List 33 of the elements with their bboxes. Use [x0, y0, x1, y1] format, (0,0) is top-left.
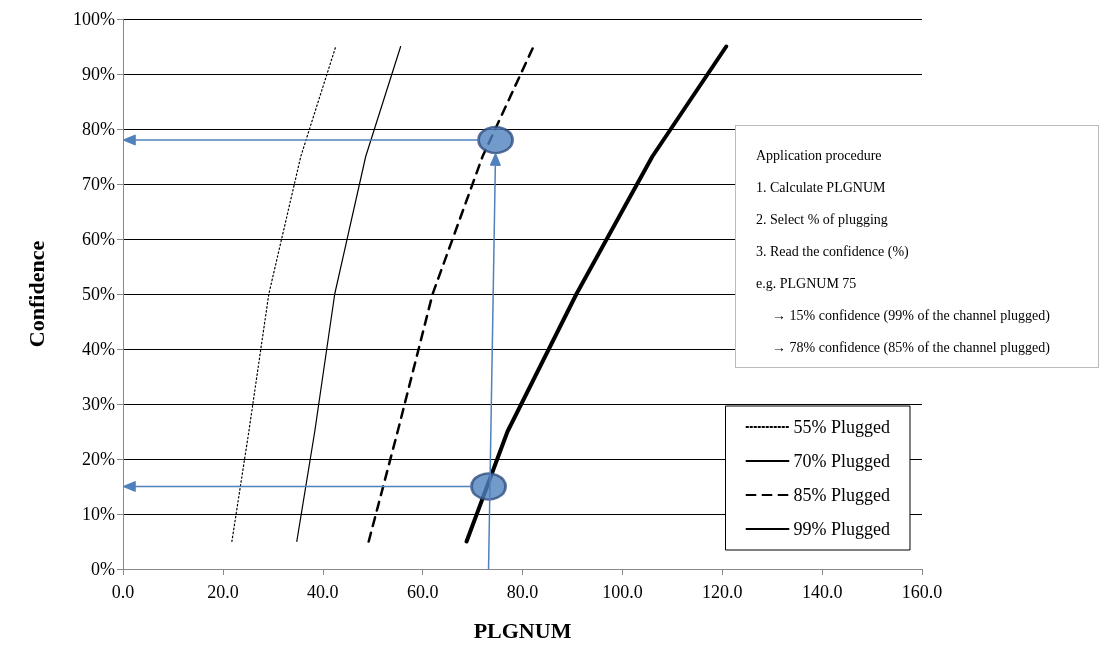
y-axis-title: Confidence: [23, 240, 49, 348]
legend-label: 99% Plugged: [793, 519, 890, 539]
annotation: 3. Read the confidence (%): [756, 243, 910, 261]
x-tick-label: 80.0: [506, 582, 539, 602]
legend-label: 70% Plugged: [793, 451, 890, 471]
legend-label: 85% Plugged: [793, 485, 890, 505]
y-tick-label: 20%: [82, 449, 115, 469]
y-tick-label: 30%: [82, 394, 115, 414]
y-tick-label: 60%: [82, 229, 115, 249]
x-tick-label: 160.0: [901, 582, 943, 602]
legend-label: 55% Plugged: [793, 417, 890, 437]
x-tick-label: 20.0: [207, 582, 239, 602]
y-tick-label: 50%: [82, 284, 115, 304]
annotation: → 15% confidence (99% of the channel plugged): [771, 307, 1051, 325]
y-tick-label: 10%: [82, 504, 115, 524]
annotation: → 78% confidence (85% of the channel plugged): [771, 339, 1051, 357]
y-tick-label: 80%: [82, 119, 115, 139]
y-tick-label: 40%: [82, 339, 115, 359]
annotation: 2. Select % of plugging: [756, 211, 889, 229]
annotation: e.g. PLGNUM 75: [756, 275, 858, 293]
x-tick-label: 0.0: [111, 582, 135, 602]
y-tick-label: 0%: [91, 559, 115, 579]
x-tick-label: 100.0: [602, 582, 643, 602]
x-tick-label: 140.0: [801, 582, 843, 602]
annotation: Application procedure: [756, 147, 883, 165]
x-axis-title: PLGNUM: [473, 617, 572, 643]
y-tick-label: 70%: [82, 174, 115, 194]
x-tick-label: 60.0: [406, 582, 439, 602]
y-tick-label: 100%: [73, 9, 115, 29]
x-tick-label: 40.0: [307, 582, 339, 602]
y-tick-label: 90%: [82, 64, 115, 84]
annotation: 1. Calculate PLGNUM: [756, 179, 887, 197]
x-tick-label: 120.0: [702, 582, 743, 602]
